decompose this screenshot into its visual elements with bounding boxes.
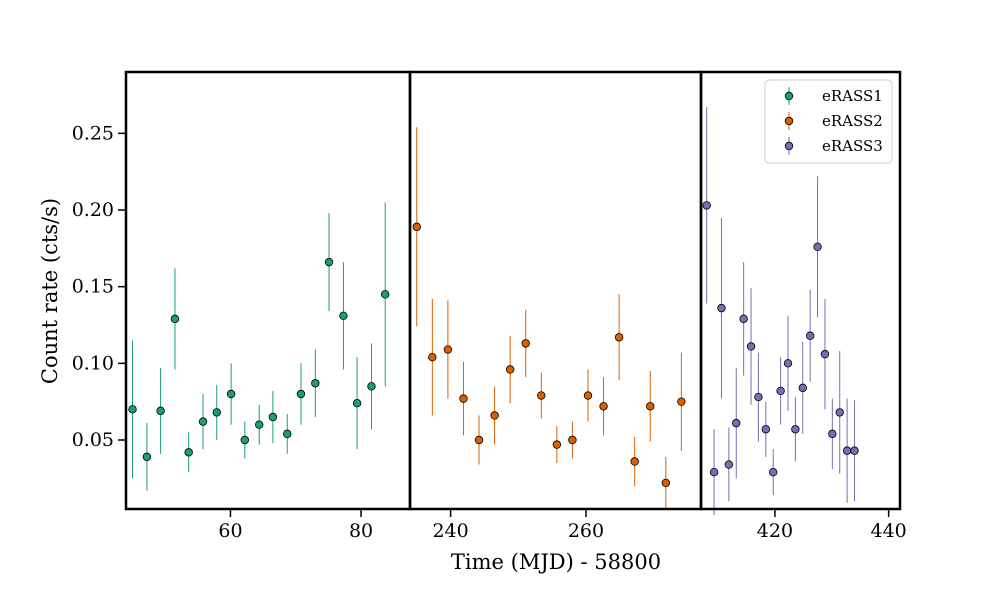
data-point [568, 435, 577, 445]
y-tick-label: 0.15 [72, 276, 114, 298]
data-point [367, 382, 376, 391]
data-point [521, 339, 530, 348]
data-point [254, 420, 264, 429]
data-point [805, 331, 815, 340]
legend-marker [784, 141, 794, 151]
panel-frames [124, 70, 902, 511]
y-tick-label: 0.10 [72, 352, 114, 374]
data-point [583, 391, 593, 400]
panel-frame [124, 70, 412, 511]
data-point [324, 257, 334, 267]
data-point [732, 418, 741, 428]
x-tick-label: 240 [432, 520, 468, 542]
legend-marker [784, 91, 794, 101]
data-point [677, 397, 686, 406]
data-point [474, 435, 484, 445]
x-tick-label: 80 [349, 520, 373, 542]
data-point [630, 457, 639, 466]
data-point [339, 311, 348, 320]
legend-label: eRASS2 [822, 112, 883, 130]
data-point [490, 411, 499, 420]
data-point [296, 389, 306, 399]
data-point [842, 446, 852, 455]
data-point [380, 290, 390, 299]
y-tick-label: 0.20 [72, 199, 114, 221]
data-point [505, 365, 515, 374]
data-point [142, 452, 152, 462]
legend-marker [784, 116, 794, 126]
data-point [552, 440, 562, 449]
data-point [184, 448, 193, 457]
legend-label: eRASS3 [822, 137, 883, 155]
data-point [661, 478, 671, 488]
data-point [835, 408, 844, 417]
data-point [828, 429, 837, 439]
data-point [746, 342, 756, 351]
data-point [311, 379, 320, 388]
data-point [754, 392, 763, 402]
data-point [352, 399, 362, 408]
data-point [412, 222, 421, 232]
data-point [709, 468, 719, 477]
data-point [850, 446, 859, 455]
data-point [283, 429, 292, 439]
data-point [717, 303, 726, 313]
data-point [240, 435, 250, 445]
legend-label: eRASS1 [822, 87, 883, 105]
data-point [820, 349, 830, 359]
data-point [813, 242, 822, 251]
y-tick-label: 0.05 [72, 429, 114, 451]
data-point [599, 402, 608, 411]
data-point [776, 386, 785, 396]
data-point [459, 394, 468, 403]
panel-frame [699, 70, 902, 511]
data-point [769, 468, 778, 477]
data-series [128, 107, 859, 516]
chart-panels: 0.05 0.10 0.15 0.20 0.25 60 80 240 260 420 440 [72, 122, 907, 542]
data-point [226, 389, 236, 399]
data-point [537, 391, 546, 400]
data-point [791, 425, 800, 434]
x-tick-label: 260 [568, 520, 604, 542]
data-point [212, 408, 221, 417]
data-point [761, 425, 771, 434]
data-point [646, 402, 655, 411]
legend-box [764, 79, 893, 164]
data-point [170, 314, 180, 324]
x-tick-label: 60 [218, 520, 242, 542]
x-axis-label: Time (MJD) - 58800 [451, 550, 661, 574]
data-point [798, 383, 807, 393]
data-point [443, 345, 453, 354]
data-point [268, 412, 278, 422]
data-point [702, 201, 711, 210]
data-point [198, 417, 208, 426]
data-point [739, 314, 748, 324]
data-point [724, 460, 734, 469]
data-point [156, 406, 165, 416]
data-point [614, 333, 624, 342]
x-tick-label: 440 [870, 520, 906, 542]
data-point [783, 359, 793, 368]
x-tick-label: 420 [757, 520, 793, 542]
legend: eRASS1 eRASS2 eRASS3 [764, 79, 893, 164]
y-tick-label: 0.25 [72, 122, 114, 144]
data-point [428, 353, 437, 362]
y-axis-label: Count rate (cts/s) [38, 198, 62, 384]
data-point [128, 405, 137, 414]
